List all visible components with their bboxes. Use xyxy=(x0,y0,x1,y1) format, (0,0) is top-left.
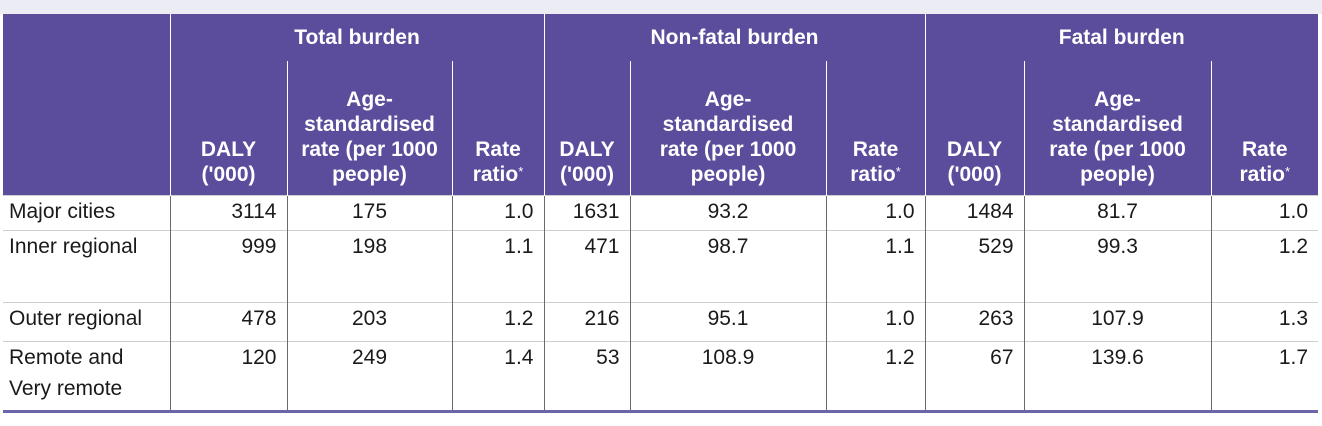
cell-nonfatal-rate: 108.9 xyxy=(629,340,826,413)
cell-fatal-daly: 1484 xyxy=(924,194,1025,230)
cell-total-rate: 249 xyxy=(286,340,452,413)
footnote-marker: * xyxy=(895,163,901,179)
cell-fatal-ratio: 1.7 xyxy=(1210,340,1319,413)
cell-nonfatal-ratio: 1.0 xyxy=(825,301,926,341)
cell-total-daly: 120 xyxy=(169,340,287,413)
sub-header-corner xyxy=(3,61,170,195)
cell-total-rate: 175 xyxy=(286,194,452,230)
cell-fatal-ratio: 1.2 xyxy=(1210,229,1319,302)
group-total-burden: Total burden xyxy=(169,14,544,61)
cell-nonfatal-ratio: 1.2 xyxy=(825,340,926,413)
cell-nonfatal-rate: 93.2 xyxy=(629,194,826,230)
cell-total-ratio: 1.4 xyxy=(451,340,544,413)
table-row: Outer regional 478 203 1.2 216 95.1 1.0 … xyxy=(3,301,1319,341)
cell-total-ratio: 1.1 xyxy=(451,229,544,302)
cell-fatal-daly: 529 xyxy=(924,229,1025,302)
col-daly: DALY ('000) xyxy=(169,61,287,195)
cell-total-rate: 203 xyxy=(286,301,452,341)
col-rate-ratio: Rate ratio* xyxy=(825,61,926,195)
cell-fatal-ratio: 1.3 xyxy=(1210,301,1319,341)
cell-total-ratio: 1.2 xyxy=(451,301,544,341)
cell-fatal-rate: 139.6 xyxy=(1023,340,1212,413)
col-rate-ratio: Rate ratio* xyxy=(451,61,544,195)
cell-fatal-rate: 81.7 xyxy=(1023,194,1212,230)
cell-nonfatal-ratio: 1.1 xyxy=(825,229,926,302)
row-label: Inner regional xyxy=(3,229,170,302)
col-daly: DALY ('000) xyxy=(924,61,1025,195)
header-corner xyxy=(3,14,170,61)
row-label: Outer regional xyxy=(3,301,170,341)
cell-nonfatal-rate: 98.7 xyxy=(629,229,826,302)
cell-fatal-rate: 107.9 xyxy=(1023,301,1212,341)
cell-fatal-ratio: 1.0 xyxy=(1210,194,1319,230)
group-non-fatal-burden: Non-fatal burden xyxy=(543,14,926,61)
footnote-marker: * xyxy=(518,163,524,179)
cell-nonfatal-daly: 1631 xyxy=(543,194,630,230)
cell-total-daly: 478 xyxy=(169,301,287,341)
cell-fatal-rate: 99.3 xyxy=(1023,229,1212,302)
cell-total-daly: 999 xyxy=(169,229,287,302)
col-age-standardised-rate: Age-standardised rate (per 1000 people) xyxy=(1023,61,1212,195)
row-label: Remote and Very remote xyxy=(3,340,170,413)
table-row: Remote and Very remote 120 249 1.4 53 108… xyxy=(3,340,1319,413)
col-age-standardised-rate: Age-standardised rate (per 1000 people) xyxy=(286,61,452,195)
cell-total-rate: 198 xyxy=(286,229,452,302)
burden-table: Total burden Non-fatal burden Fatal burd… xyxy=(3,14,1319,413)
cell-total-daly: 3114 xyxy=(169,194,287,230)
col-age-standardised-rate: Age-standardised rate (per 1000 people) xyxy=(629,61,826,195)
col-rate-ratio: Rate ratio* xyxy=(1210,61,1319,195)
row-label: Major cities xyxy=(3,194,170,230)
table-row: Inner regional 999 198 1.1 471 98.7 1.1 … xyxy=(3,229,1319,302)
col-daly: DALY ('000) xyxy=(543,61,630,195)
cell-nonfatal-daly: 216 xyxy=(543,301,630,341)
cell-fatal-daly: 67 xyxy=(924,340,1025,413)
group-fatal-burden: Fatal burden xyxy=(924,14,1319,61)
cell-fatal-daly: 263 xyxy=(924,301,1025,341)
cell-nonfatal-rate: 95.1 xyxy=(629,301,826,341)
cell-nonfatal-ratio: 1.0 xyxy=(825,194,926,230)
cell-total-ratio: 1.0 xyxy=(451,194,544,230)
top-band xyxy=(0,0,1322,14)
cell-nonfatal-daly: 471 xyxy=(543,229,630,302)
sub-header-row: DALY ('000) Age-standardised rate (per 100… xyxy=(3,61,1319,195)
cell-nonfatal-daly: 53 xyxy=(543,340,630,413)
group-header-row: Total burden Non-fatal burden Fatal burd… xyxy=(3,14,1319,61)
footnote-marker: * xyxy=(1284,163,1291,179)
table-row: Major cities 3114 175 1.0 1631 93.2 1.0 … xyxy=(3,194,1319,230)
